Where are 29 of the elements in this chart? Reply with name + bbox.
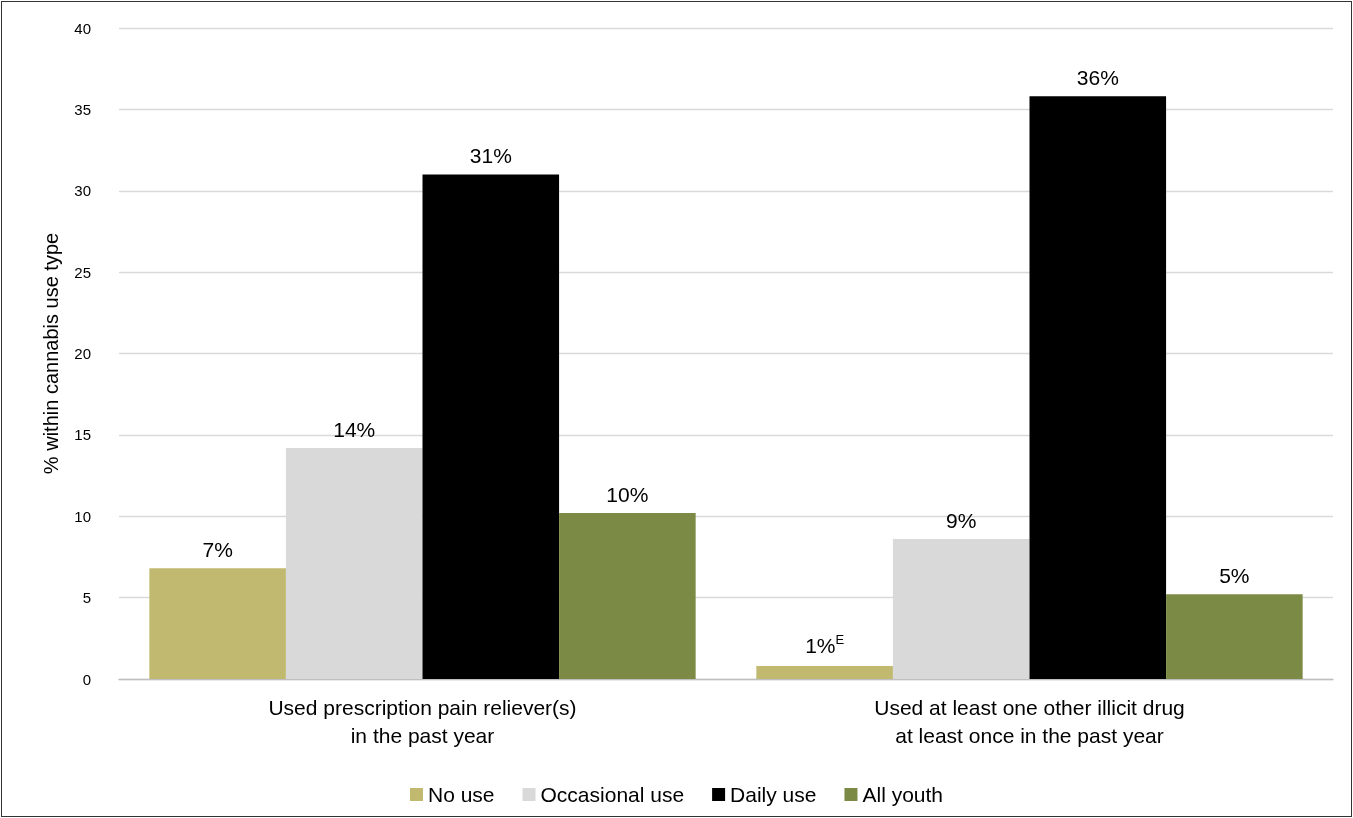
data-label: 14% xyxy=(333,417,376,441)
x-tick-label: Used at least one other illicit drug at least once in the past year xyxy=(874,695,1185,747)
bar xyxy=(149,568,286,679)
bar xyxy=(756,665,893,679)
x-tick-label: Used prescription pain reliever(s) in the past year xyxy=(268,695,577,747)
y-tick-label: 35 xyxy=(74,100,91,118)
data-label: 9% xyxy=(946,509,977,533)
y-tick-label: 15 xyxy=(74,426,91,444)
bar xyxy=(422,174,560,679)
data-label: 10% xyxy=(606,482,649,506)
y-tick-label: 40 xyxy=(74,19,91,37)
y-axis-title: % within cannabis use type xyxy=(40,232,62,475)
data-label: 36% xyxy=(1076,66,1119,90)
bar xyxy=(1166,594,1303,679)
y-tick-label: 25 xyxy=(74,263,91,281)
legend-label: All youth xyxy=(862,783,944,806)
legend-label: Occasional use xyxy=(540,783,685,806)
data-label: 7% xyxy=(202,538,233,562)
y-tick-label: 5 xyxy=(82,589,91,607)
bar xyxy=(1029,96,1167,679)
y-tick-label: 10 xyxy=(74,507,91,525)
y-tick-label: 20 xyxy=(74,345,91,362)
bar xyxy=(559,513,696,679)
data-label: 5% xyxy=(1219,564,1250,588)
legend-label: No use xyxy=(427,783,495,806)
data-label: 31% xyxy=(469,144,512,168)
y-tick-label: 30 xyxy=(74,182,91,200)
legend-label: Daily use xyxy=(730,783,817,806)
y-tick-label: 0 xyxy=(82,670,91,688)
